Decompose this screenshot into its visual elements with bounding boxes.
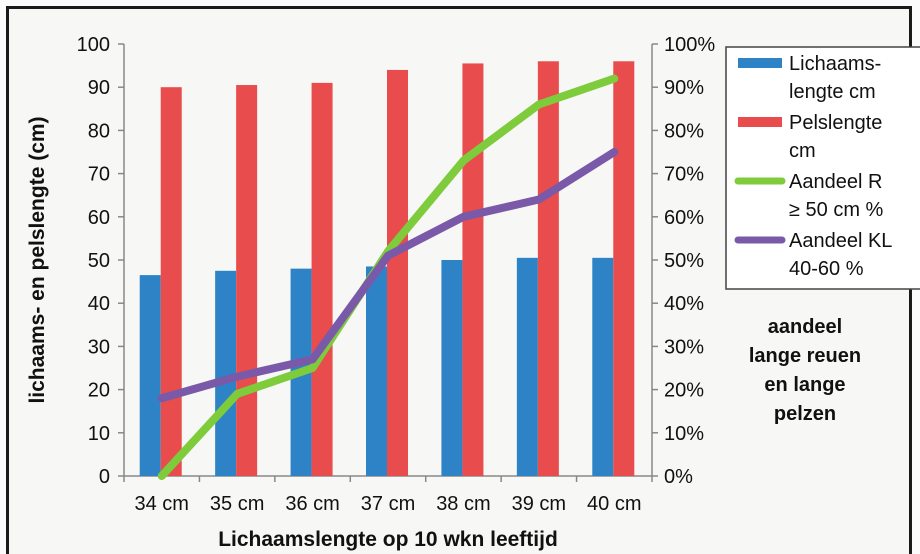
- x-axis: 34 cm 35 cm 36 cm 37 cm 38 cm 39 cm 40 cm: [123, 475, 653, 515]
- y-axis-left: 0 10 20 30 40 50 60 70 80 90 100: [77, 34, 125, 488]
- x-tick-label: 34 cm: [134, 493, 188, 515]
- legend-label: Lichaams-: [789, 53, 881, 75]
- legend-label: cm: [789, 140, 816, 162]
- x-tick-label: 38 cm: [436, 493, 490, 515]
- y-tick-label: 10: [88, 423, 110, 445]
- legend: Lichaams-lengte cm Pelslengte cm Aandeel R ≥…: [725, 46, 920, 290]
- bars: [139, 61, 635, 477]
- y-tick-label: 40: [88, 293, 110, 315]
- y-tick-label: 50: [88, 250, 110, 272]
- x-tick-label: 37 cm: [361, 493, 415, 515]
- right-axis-title-line: en lange: [764, 374, 845, 396]
- x-tick-label: 39 cm: [512, 493, 566, 515]
- y2-tick-label: 50%: [664, 250, 704, 272]
- y-tick-label: 20: [88, 380, 110, 402]
- legend-box: [725, 46, 920, 290]
- y-tick-label: 70: [88, 164, 110, 186]
- y2-tick-label: 90%: [664, 77, 704, 99]
- right-axis-title-line: lange reuen: [749, 345, 861, 367]
- y-tick-label: 60: [88, 207, 110, 229]
- legend-label: lengte cm: [789, 81, 876, 103]
- y2-tick-label: 80%: [664, 120, 704, 142]
- y-tick-label: 100: [77, 34, 110, 56]
- y-axis-right: 0% 10% 20% 30% 40% 50% 60% 70% 80% 90% 100%: [651, 34, 715, 488]
- legend-swatch: [738, 117, 782, 127]
- bar-pelslengte: [160, 87, 182, 476]
- y-tick-label: 80: [88, 120, 110, 142]
- line-aandeel-kl: [157, 148, 619, 403]
- legend-swatch: [738, 58, 782, 68]
- bar-lichaamslengte: [215, 270, 237, 476]
- y2-tick-label: 100%: [664, 34, 715, 56]
- y-tick-label: 30: [88, 336, 110, 358]
- bar-pelslengte: [462, 63, 484, 476]
- right-axis-title-line: pelzen: [774, 403, 836, 425]
- x-axis-title: Lichaamslengte op 10 wkn leeftijd: [218, 528, 558, 551]
- bar-pelslengte: [537, 61, 559, 476]
- right-axis-title-line: aandeel: [768, 316, 842, 338]
- y2-tick-label: 20%: [664, 380, 704, 402]
- bar-pelslengte: [236, 85, 258, 476]
- y-tick-label: 0: [99, 466, 110, 488]
- legend-label: 40-60 %: [789, 258, 864, 280]
- x-tick-label: 36 cm: [285, 493, 339, 515]
- y2-tick-label: 10%: [664, 423, 704, 445]
- legend-label: Pelslengte: [789, 112, 882, 134]
- bar-pelslengte: [613, 61, 635, 476]
- y2-tick-label: 30%: [664, 336, 704, 358]
- legend-label: ≥ 50 cm %: [789, 199, 884, 221]
- y-axis-title: lichaams- en pelslengte (cm): [26, 116, 49, 403]
- x-tick-label: 40 cm: [587, 493, 641, 515]
- y2-tick-label: 40%: [664, 293, 704, 315]
- bar-lichaamslengte: [139, 275, 161, 476]
- bar-lichaamslengte: [441, 260, 463, 476]
- bar-pelslengte: [387, 69, 408, 477]
- y2-tick-label: 60%: [664, 207, 704, 229]
- legend-label: Aandeel R: [789, 171, 882, 193]
- y2-tick-label: 0%: [664, 466, 693, 488]
- legend-label: Aandeel KL: [789, 230, 892, 252]
- bar-lichaamslengte: [366, 266, 387, 476]
- bar-pelslengte: [311, 82, 333, 476]
- lines: [157, 74, 619, 480]
- y-tick-label: 90: [88, 77, 110, 99]
- bar-lichaamslengte: [592, 257, 614, 476]
- right-axis-title: aandeel lange reuen en lange pelzen: [749, 316, 861, 425]
- x-tick-label: 35 cm: [210, 493, 264, 515]
- bar-lichaamslengte: [516, 257, 538, 476]
- y2-tick-label: 70%: [664, 164, 704, 186]
